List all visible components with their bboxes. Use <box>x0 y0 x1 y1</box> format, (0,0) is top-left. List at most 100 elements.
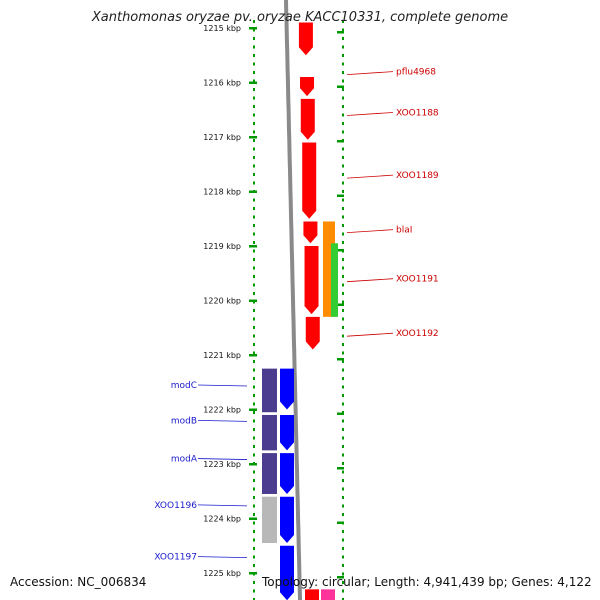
inner-ring-dot <box>253 122 255 125</box>
outer-ring-dot <box>342 190 344 193</box>
inner-ring-dot <box>253 589 255 593</box>
inner-ring-dot <box>253 232 255 236</box>
outer-ring-dot <box>342 598 344 600</box>
leader-line <box>346 332 394 337</box>
leader-line <box>197 504 248 507</box>
outer-ring-dot <box>342 334 344 338</box>
inner-ring-dot <box>253 351 255 355</box>
gene-green <box>331 243 338 317</box>
gene-features <box>262 22 338 600</box>
outer-tick-mark <box>337 31 344 34</box>
outer-ring-dot <box>342 292 344 295</box>
outer-ring-dot <box>342 241 344 244</box>
scale-tick-label: 1219 kbp <box>203 242 241 251</box>
inner-ring-dot <box>253 181 255 185</box>
outer-ring-dot <box>342 156 344 159</box>
outer-ring-dot <box>342 164 344 168</box>
backbone-line <box>284 0 302 600</box>
outer-ring-dot <box>342 343 344 346</box>
inner-ring-dot <box>253 275 255 278</box>
inner-ring-dot <box>253 360 255 363</box>
scale-tick-label: 1225 kbp <box>203 569 241 578</box>
outer-ring-dot <box>342 394 344 397</box>
inner-ring-dot <box>253 428 255 431</box>
scale-tick-mark <box>249 517 257 520</box>
gene-blue-reverse <box>280 368 294 410</box>
outer-ring-dot <box>342 232 344 236</box>
leader-line <box>346 71 394 75</box>
outer-ring-dot <box>342 530 344 533</box>
scale-tick-label: 1224 kbp <box>203 515 241 524</box>
gene-red-forward <box>305 316 320 350</box>
outer-ring-dot <box>342 45 344 49</box>
inner-ring-dot <box>253 198 255 202</box>
inner-ring-dot <box>253 513 255 516</box>
scale-tick-mark <box>249 354 257 357</box>
outer-ring-dot <box>342 258 344 261</box>
gene-blue-reverse <box>280 453 294 494</box>
inner-ring-dot <box>253 368 255 372</box>
outer-ring-dot <box>342 581 344 584</box>
outer-ring-dot <box>342 470 344 474</box>
gene-label-blai: blaI <box>396 226 412 236</box>
inner-ring-dot <box>253 173 255 176</box>
inner-ring-dot <box>253 402 255 406</box>
inner-ring-dot <box>253 79 255 83</box>
gene-red-bottom <box>305 589 319 600</box>
outer-tick-mark <box>337 140 344 143</box>
outer-ring-dot <box>342 275 344 278</box>
gene-purple-reverse <box>262 368 277 413</box>
inner-ring-dot <box>253 62 255 66</box>
inner-ring-dot <box>253 37 255 40</box>
scale-tick-label: 1216 kbp <box>203 79 241 88</box>
inner-ring-dot <box>253 241 255 244</box>
outer-ring-dot <box>342 215 344 219</box>
outer-ring-dot <box>342 79 344 83</box>
outer-tick-mark <box>337 412 344 415</box>
outer-tick-mark <box>337 194 344 197</box>
outer-ring-dot <box>342 198 344 202</box>
outer-ring-dot <box>342 453 344 457</box>
outer-ring-dot <box>342 462 344 465</box>
leader-line <box>346 278 394 283</box>
leader-line <box>346 229 394 234</box>
scale-ticks: 1215 kbp 1216 kbp 1217 kbp 1218 kbp 1219 kbp… <box>203 24 344 579</box>
gene-grey-reverse <box>262 496 277 544</box>
accession-label: Accession: NC_006834 <box>10 575 147 589</box>
outer-ring-dot <box>342 504 344 508</box>
gene-blue-reverse <box>280 496 294 544</box>
inner-ring-dot <box>253 530 255 533</box>
outer-ring-dot <box>342 181 344 185</box>
inner-ring-dot <box>253 71 255 74</box>
scale-tick-mark <box>249 136 257 139</box>
outer-tick-mark <box>337 358 344 361</box>
gene-pink-bottom <box>321 589 335 600</box>
outer-ring-dot <box>342 377 344 380</box>
outer-ring-dot <box>342 479 344 482</box>
outer-tick-mark <box>337 521 344 524</box>
inner-ring-dot <box>253 564 255 567</box>
inner-ring-dot <box>253 436 255 440</box>
gene-label-xoo1188: XOO1188 <box>396 108 439 118</box>
inner-ring-dot <box>253 385 255 389</box>
inner-ring-dot <box>253 96 255 100</box>
leader-line <box>346 174 394 179</box>
outer-ring-dot <box>342 428 344 431</box>
inner-ring-dot <box>253 28 255 32</box>
inner-ring-dot <box>253 479 255 482</box>
inner-ring-dot <box>253 164 255 168</box>
outer-ring-dot <box>342 445 344 448</box>
outer-ring-dot <box>342 419 344 423</box>
inner-ring-dot <box>253 504 255 508</box>
scale-tick-label: 1218 kbp <box>203 188 241 197</box>
gene-purple-reverse <box>262 453 277 494</box>
gene-blue-reverse <box>280 414 294 451</box>
gene-purple-reverse <box>262 414 277 451</box>
inner-ring-dot <box>253 88 255 91</box>
scale-tick-label: 1223 kbp <box>203 460 241 469</box>
outer-ring-dot <box>342 283 344 287</box>
outer-ring-dot <box>342 309 344 312</box>
outer-ring-dot <box>342 113 344 117</box>
inner-ring-dot <box>253 139 255 142</box>
